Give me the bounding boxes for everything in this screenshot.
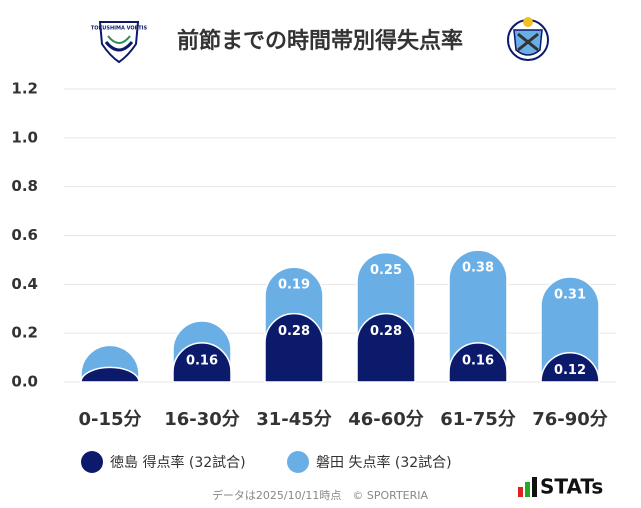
brand: STATs xyxy=(540,475,603,499)
logo-text: TOKUSHIMA VORTIS xyxy=(91,26,148,32)
y-tick-label: 0.6 xyxy=(11,226,38,244)
legend-label: 徳島 得点率 (32試合) xyxy=(110,454,246,471)
value-label: 0.19 xyxy=(278,278,310,293)
bar-segment xyxy=(264,312,324,383)
y-tick-label: 0.8 xyxy=(11,177,38,195)
legend-swatch xyxy=(81,451,103,473)
x-tick-label: 31-45分 xyxy=(256,409,332,430)
legend-swatch xyxy=(287,451,309,473)
value-label: 0.16 xyxy=(186,353,218,368)
bar-segment xyxy=(172,342,232,383)
y-tick-label: 0.4 xyxy=(11,275,38,293)
x-tick-label: 16-30分 xyxy=(164,409,240,430)
y-tick-label: 1.2 xyxy=(11,80,38,98)
value-label: 0.31 xyxy=(554,288,586,303)
legend: 徳島 得点率 (32試合) 磐田 失点率 (32試合) xyxy=(81,451,452,473)
y-tick-label: 0.2 xyxy=(11,324,38,342)
plot-area: 0.0 0.2 0.4 0.6 0.8 1.0 1.2 0-15分 16-30分 0.16 31-4… xyxy=(11,80,616,430)
bar-segment xyxy=(540,352,600,383)
legend-label: 磐田 失点率 (32試合) xyxy=(316,454,452,471)
logo-left: TOKUSHIMA VORTIS xyxy=(91,21,148,64)
value-label: 0.25 xyxy=(370,263,402,278)
y-tick-label: 1.0 xyxy=(11,128,38,146)
x-tick-label: 46-60分 xyxy=(348,409,424,430)
bar-segment xyxy=(356,312,416,383)
x-tick-label: 61-75分 xyxy=(440,409,516,430)
value-label: 0.38 xyxy=(462,261,494,276)
value-label: 0.28 xyxy=(278,324,310,339)
value-label: 0.28 xyxy=(370,324,402,339)
value-label: 0.12 xyxy=(554,363,586,378)
chart-title: 前節までの時間帯別得失点率 xyxy=(177,28,463,54)
x-tick-label: 0-15分 xyxy=(78,409,141,430)
bar-segment xyxy=(80,366,140,383)
value-label: 0.16 xyxy=(462,353,494,368)
logo-right xyxy=(507,17,549,61)
y-tick-label: 0.0 xyxy=(11,373,38,391)
bar-segment xyxy=(448,342,508,383)
x-tick-label: 76-90分 xyxy=(532,409,608,430)
brand-logo: STATs xyxy=(518,475,603,499)
footnote: データは2025/10/11時点 © SPORTERIA xyxy=(212,488,429,502)
